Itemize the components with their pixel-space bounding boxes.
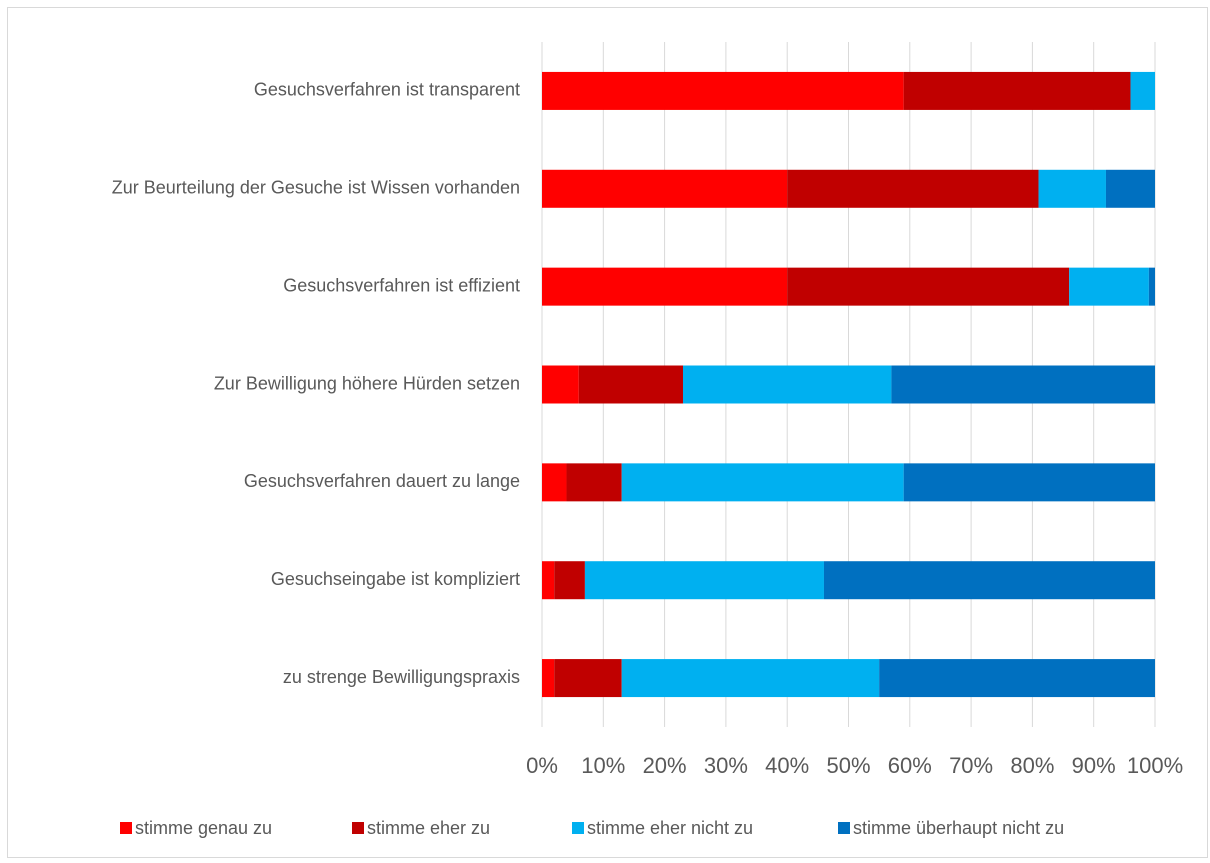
- bar-segment: [891, 365, 1155, 404]
- chart-border: [7, 7, 1208, 858]
- bar-segment: [903, 71, 1131, 110]
- category-label: Zur Bewilligung höhere Hürden setzen: [214, 373, 520, 393]
- legend-swatch: [838, 822, 850, 834]
- legend-swatch: [352, 822, 364, 834]
- bar-segment: [621, 463, 904, 502]
- legend-label: stimme überhaupt nicht zu: [853, 818, 1064, 838]
- x-tick-label: 30%: [704, 753, 748, 778]
- legend-label: stimme eher zu: [367, 818, 490, 838]
- category-label: Gesuchseingabe ist kompliziert: [271, 569, 520, 589]
- category-label: Gesuchsverfahren dauert zu lange: [244, 471, 520, 491]
- bar-segment: [542, 561, 555, 600]
- bar-segment: [682, 365, 892, 404]
- legend-label: stimme genau zu: [135, 818, 272, 838]
- x-tick-label: 60%: [888, 753, 932, 778]
- category-label: Gesuchsverfahren ist effizient: [283, 275, 520, 295]
- bar-segment: [554, 561, 585, 600]
- bar-segment: [1130, 71, 1155, 110]
- x-tick-label: 80%: [1010, 753, 1054, 778]
- bar-segment: [787, 169, 1039, 208]
- bar-segment: [554, 659, 622, 698]
- bar-segment: [542, 365, 579, 404]
- legend-label: stimme eher nicht zu: [587, 818, 753, 838]
- x-tick-label: 100%: [1127, 753, 1183, 778]
- legend-swatch: [572, 822, 584, 834]
- bar-segment: [542, 71, 904, 110]
- bar-segment: [1038, 169, 1106, 208]
- bar-segment: [787, 267, 1070, 306]
- category-label: Zur Beurteilung der Gesuche ist Wissen v…: [112, 178, 520, 198]
- bar-segment: [584, 561, 824, 600]
- bar-segment: [542, 267, 788, 306]
- category-label: zu strenge Bewilligungspraxis: [283, 667, 520, 687]
- bar-segment: [823, 561, 1155, 600]
- x-tick-label: 20%: [643, 753, 687, 778]
- legend-swatch: [120, 822, 132, 834]
- x-tick-label: 0%: [526, 753, 558, 778]
- bar-segment: [1105, 169, 1155, 208]
- x-tick-label: 50%: [826, 753, 870, 778]
- bar-segment: [566, 463, 622, 502]
- x-tick-label: 70%: [949, 753, 993, 778]
- x-tick-label: 40%: [765, 753, 809, 778]
- bar-segment: [1148, 267, 1155, 306]
- category-label: Gesuchsverfahren ist transparent: [254, 80, 520, 100]
- x-tick-label: 90%: [1072, 753, 1116, 778]
- bar-segment: [542, 463, 567, 502]
- bar-segment: [542, 169, 788, 208]
- bar-segment: [879, 659, 1155, 698]
- bar-segment: [542, 659, 555, 698]
- bar-segment: [621, 659, 880, 698]
- bar-segment: [578, 365, 683, 404]
- x-tick-label: 10%: [581, 753, 625, 778]
- bar-segment: [1069, 267, 1149, 306]
- bar-segment: [903, 463, 1155, 502]
